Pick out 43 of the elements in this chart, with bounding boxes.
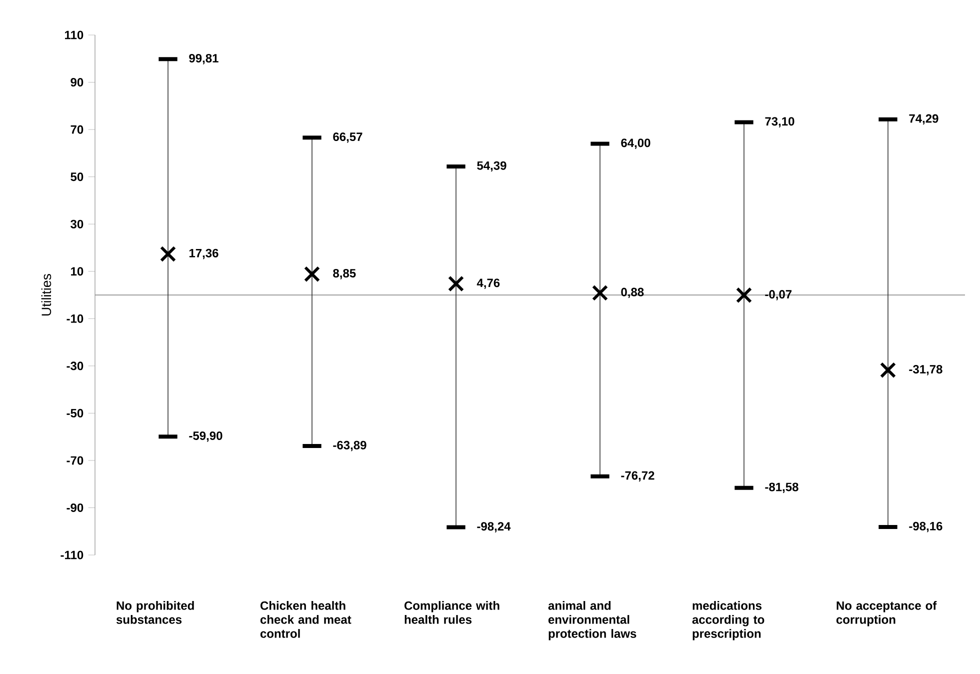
point bbox=[592, 284, 608, 301]
y-tick-label: 110 bbox=[65, 30, 84, 40]
y-tick-label: -110 bbox=[60, 550, 84, 560]
annotation: 74,29 bbox=[909, 114, 938, 125]
point bbox=[448, 276, 464, 292]
y-tick-label: -50 bbox=[66, 408, 84, 418]
point bbox=[736, 287, 752, 304]
data-label: 4,76 bbox=[476, 278, 500, 289]
annotation: 73,10 bbox=[765, 117, 794, 128]
data-label: 17,36 bbox=[189, 248, 218, 260]
x-tick-label: Chicken health check and meat control bbox=[260, 601, 352, 638]
y-tick-label: -30 bbox=[66, 362, 84, 370]
x-tick-label: Compliance with health rules bbox=[404, 601, 500, 624]
y-tick-label: 90 bbox=[70, 78, 84, 87]
y-axis-title: Utilities bbox=[41, 274, 52, 316]
annotation: -63,89 bbox=[333, 440, 366, 452]
data-label: 0,88 bbox=[621, 288, 644, 298]
y-tick-label: -90 bbox=[66, 503, 84, 512]
y-tick-label: 10 bbox=[71, 267, 84, 276]
y-tick-label: 50 bbox=[70, 172, 84, 182]
x-tick-label: medications according to prescription bbox=[692, 601, 764, 640]
annotation: -76,72 bbox=[621, 471, 654, 482]
annotation: -98,24 bbox=[477, 522, 511, 532]
annotation: 64,00 bbox=[621, 138, 650, 149]
data-label: -31,78 bbox=[909, 364, 942, 376]
x-tick-label: No acceptance of corruption bbox=[836, 601, 937, 626]
data-label: 8,85 bbox=[333, 268, 356, 280]
y-tick-label: -10 bbox=[66, 314, 84, 323]
point bbox=[880, 362, 896, 378]
annotation: -59,90 bbox=[189, 431, 222, 442]
point bbox=[304, 266, 320, 282]
y-tick-label: 30 bbox=[70, 220, 84, 228]
point bbox=[160, 246, 176, 262]
annotation: 54,39 bbox=[477, 161, 506, 172]
annotation: -81,58 bbox=[765, 482, 798, 493]
annotation: 99,81 bbox=[189, 54, 218, 64]
annotation: -98,16 bbox=[909, 522, 942, 532]
x-tick-label: animal and environmental protection laws bbox=[548, 601, 636, 640]
data-label: -0,07 bbox=[765, 290, 792, 300]
y-tick-label: 70 bbox=[70, 125, 84, 134]
y-tick-label: -70 bbox=[66, 456, 84, 465]
annotation: 66,57 bbox=[333, 132, 362, 143]
x-tick-label: No prohibited substances bbox=[116, 601, 194, 624]
